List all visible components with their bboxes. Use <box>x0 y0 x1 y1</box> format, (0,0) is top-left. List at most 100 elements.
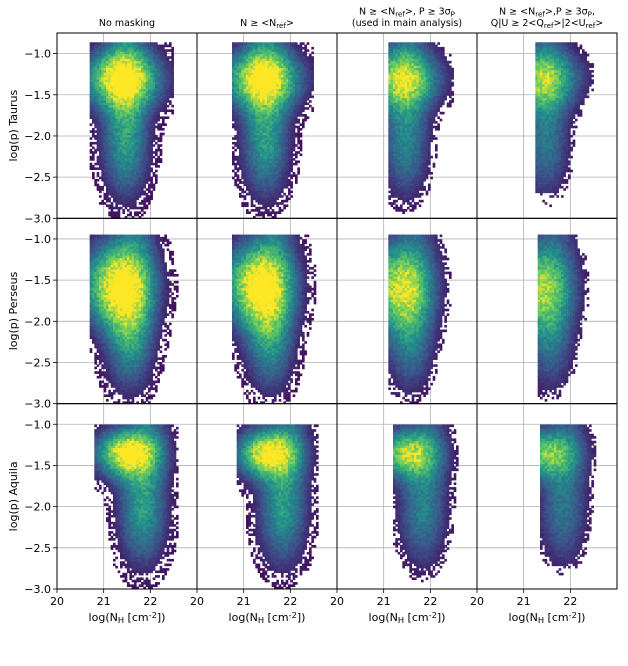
heatmap-cell <box>124 162 128 166</box>
heatmap-cell <box>110 211 114 214</box>
heatmap-cell <box>267 67 270 71</box>
heatmap-cell <box>236 107 240 110</box>
heatmap-cell <box>171 53 174 57</box>
heatmap-cell <box>122 153 125 157</box>
heatmap-cell <box>239 77 242 80</box>
heatmap-cell <box>264 49 268 52</box>
heatmap-cell <box>248 63 251 66</box>
heatmap-cell <box>253 58 256 62</box>
heatmap-cell <box>253 97 256 101</box>
heatmap-cell <box>271 216 275 219</box>
heatmap-cell <box>99 167 102 170</box>
heatmap-cell <box>148 95 151 99</box>
heatmap-cell <box>117 116 121 120</box>
heatmap-cell <box>292 127 296 131</box>
heatmap-cell <box>134 114 137 117</box>
heatmap-cell <box>276 167 279 170</box>
heatmap-cell <box>271 53 275 57</box>
heatmap-cell <box>171 67 174 71</box>
heatmap-cell <box>407 181 410 184</box>
heatmap-cell <box>129 100 132 103</box>
heatmap-cell <box>395 118 398 122</box>
heatmap-cell <box>299 63 303 66</box>
heatmap-cell <box>103 139 107 143</box>
heatmap-cell <box>246 111 249 115</box>
heatmap-cell <box>236 86 240 89</box>
heatmap-cell <box>267 95 270 99</box>
heatmap-cell <box>99 160 102 164</box>
heatmap-cell <box>113 199 116 203</box>
heatmap-cell <box>248 88 251 92</box>
heatmap-cell <box>148 93 151 96</box>
heatmap-cell <box>236 100 240 103</box>
heatmap-cell <box>106 79 109 82</box>
heatmap-cell <box>269 83 272 87</box>
heatmap-cell <box>113 213 116 217</box>
heatmap-cell <box>292 118 296 122</box>
heatmap-cell <box>285 86 289 89</box>
heatmap-cell <box>269 118 272 122</box>
heatmap-cell <box>276 72 279 75</box>
heatmap-cell <box>304 49 307 52</box>
heatmap-cell <box>92 95 95 99</box>
heatmap-cell <box>171 49 174 52</box>
heatmap-cell <box>400 153 403 157</box>
heatmap-cell <box>390 95 394 99</box>
heatmap-cell <box>134 155 137 159</box>
heatmap-cell <box>110 123 114 126</box>
heatmap-cell <box>122 86 125 89</box>
heatmap-cell <box>404 178 408 182</box>
heatmap-cell <box>131 56 135 59</box>
heatmap-cell <box>236 81 240 85</box>
heatmap-cell <box>248 72 251 75</box>
heatmap-cell <box>145 81 149 85</box>
heatmap-cell <box>407 197 410 201</box>
heatmap-cell <box>113 65 116 69</box>
heatmap-cell <box>99 144 102 147</box>
heatmap-cell <box>269 176 272 180</box>
heatmap-cell <box>269 211 272 214</box>
heatmap-cell <box>250 188 254 191</box>
heatmap-cell <box>138 63 142 66</box>
heatmap-cell <box>143 202 146 205</box>
heatmap-cell <box>255 111 258 115</box>
heatmap-cell <box>400 109 403 113</box>
heatmap-cell <box>255 51 258 55</box>
heatmap-cell <box>127 158 130 161</box>
heatmap-cell <box>108 65 111 69</box>
heatmap-cell <box>120 121 123 124</box>
heatmap-cell <box>271 209 275 212</box>
heatmap-cell <box>262 169 265 173</box>
heatmap-cell <box>145 72 149 75</box>
heatmap-cell <box>162 65 165 69</box>
heatmap-cell <box>243 162 247 166</box>
heatmap-cell <box>393 86 396 89</box>
heatmap-cell <box>236 102 240 106</box>
heatmap-cell <box>390 146 394 150</box>
heatmap-cell <box>141 213 144 217</box>
heatmap-cell <box>309 77 312 80</box>
heatmap-cell <box>262 65 265 69</box>
heatmap-cell <box>274 153 277 157</box>
heatmap-cell <box>164 116 167 120</box>
heatmap-cell <box>260 134 263 138</box>
heatmap-cell <box>274 60 277 64</box>
heatmap-cell <box>309 67 312 71</box>
heatmap-cell <box>281 162 284 166</box>
heatmap-cell <box>395 127 398 131</box>
heatmap-cell <box>302 70 305 73</box>
heatmap-cell <box>246 153 249 157</box>
heatmap-cell <box>271 44 275 48</box>
heatmap-cell <box>106 137 109 140</box>
heatmap-cell <box>145 162 149 166</box>
heatmap-cell <box>290 153 293 157</box>
heatmap-cell <box>271 202 275 205</box>
heatmap-cell <box>276 211 279 214</box>
heatmap-cell <box>278 104 282 108</box>
heatmap-cell <box>103 90 107 94</box>
heatmap-cell <box>302 104 305 108</box>
heatmap-cell <box>260 176 263 180</box>
heatmap-cell <box>264 181 268 184</box>
heatmap-cell <box>302 125 305 129</box>
heatmap-cell <box>145 167 149 170</box>
